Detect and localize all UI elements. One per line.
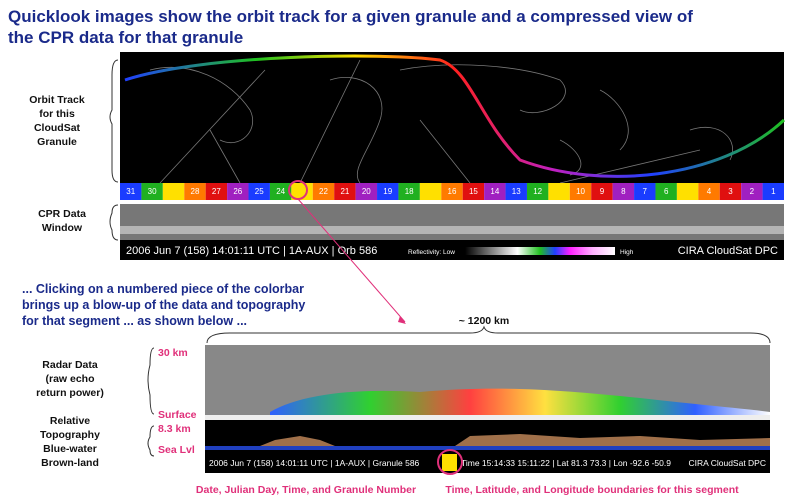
colorbar-label: 31: [126, 187, 135, 196]
instruction-line: brings up a blow-up of the data and topo…: [22, 298, 305, 312]
colorbar-cell[interactable]: [420, 183, 441, 200]
reflectivity-scale: [465, 247, 615, 255]
label-line: Brown-land: [41, 457, 99, 469]
colorbar-label: 27: [212, 187, 221, 196]
label-line: CloudSat: [34, 122, 81, 134]
brace: [148, 348, 154, 414]
radar-label: Radar Data (raw echo return power): [36, 359, 104, 399]
colorbar-label: 21: [340, 187, 349, 196]
page: {"header":{"title_lines":["Quicklook ima…: [0, 0, 785, 501]
colorbar-label: 22: [319, 187, 328, 196]
colorbar-label: 3: [728, 187, 733, 196]
colorbar-label: 4: [707, 187, 712, 196]
label-line: Window: [42, 222, 83, 234]
cpr-surface: [120, 226, 784, 234]
label-line: Relative: [50, 415, 90, 427]
label-line: Granule: [37, 136, 77, 148]
colorbar-label: 2: [750, 187, 755, 196]
orbit-label: Orbit Track for this CloudSat Granule: [29, 94, 85, 148]
orbit-map: [120, 52, 784, 183]
colorbar-label: 15: [469, 187, 478, 196]
label-line: return power): [36, 387, 104, 399]
label-line: (raw echo: [45, 373, 94, 385]
title-line: Quicklook images show the orbit track fo…: [8, 7, 693, 26]
colorbar-label: 13: [512, 187, 521, 196]
segment-info: 2006 Jun 7 (158) 14:01:11 UTC | 1A-AUX |…: [209, 458, 420, 468]
colorbar-label: 30: [148, 187, 157, 196]
caption: Date, Julian Day, Time, and Granule Numb…: [196, 484, 416, 496]
brace: [110, 60, 118, 182]
caption: Time, Latitude, and Longitude boundaries…: [445, 484, 739, 496]
colorbar-label: 10: [576, 187, 585, 196]
colorbar-label: 26: [233, 187, 242, 196]
colorbar-label: 18: [405, 187, 414, 196]
colorbar-label: 9: [600, 187, 605, 196]
topo-label: Relative Topography Blue-water Brown-lan…: [40, 415, 100, 469]
axis-label: 8.3 km: [158, 423, 191, 435]
axis-label: Surface: [158, 409, 197, 421]
colorbar-label: 8: [621, 187, 626, 196]
colorbar-label: 14: [490, 187, 499, 196]
instruction: ... Clicking on a numbered piece of the …: [22, 282, 305, 328]
colorbar-label: 25: [255, 187, 264, 196]
label-line: Orbit Track: [29, 94, 85, 106]
sea-line: [205, 446, 770, 450]
colorbar-label: 16: [448, 187, 457, 196]
label-line: Blue-water: [43, 443, 97, 455]
instruction-line: for that segment ... as shown below ...: [22, 314, 247, 328]
colorbar-cell[interactable]: [677, 183, 698, 200]
colorbar-cell[interactable]: [548, 183, 569, 200]
colorbar-label: 28: [191, 187, 200, 196]
colorbar-label: 7: [643, 187, 648, 196]
segment-bounds: Time 15:14:33 15:11:22 | Lat 81.3 73.3 |…: [461, 458, 671, 468]
axis-label: 30 km: [158, 347, 188, 359]
colorbar-label: 24: [276, 187, 285, 196]
label-line: CPR Data: [38, 208, 86, 220]
cpr-window: [120, 204, 784, 240]
title-line: the CPR data for that granule: [8, 28, 243, 47]
slide: Quicklook images show the orbit track fo…: [0, 0, 785, 501]
colorbar-label: 12: [533, 187, 542, 196]
instruction-line: ... Clicking on a numbered piece of the …: [22, 282, 304, 296]
distance-label: ~ 1200 km: [459, 315, 510, 327]
reflectivity-high: High: [620, 249, 634, 256]
colorbar-cell[interactable]: [163, 183, 184, 200]
colorbar-label: 20: [362, 187, 371, 196]
title: Quicklook images show the orbit track fo…: [8, 7, 693, 47]
label-line: Topography: [40, 429, 100, 441]
reflectivity-label: Reflectivity: Low: [408, 249, 455, 256]
brace: [110, 205, 118, 240]
colorbar-label: 19: [383, 187, 392, 196]
segment-swatch: [442, 454, 457, 471]
surface-line: [205, 415, 770, 420]
segment-credit: CIRA CloudSat DPC: [689, 458, 766, 468]
label-line: Radar Data: [42, 359, 98, 371]
brace: [207, 327, 770, 343]
brace: [148, 426, 154, 456]
status-credit: CIRA CloudSat DPC: [678, 245, 778, 257]
colorbar-label: 6: [664, 187, 669, 196]
colorbar-label: 1: [771, 187, 776, 196]
axis-label: Sea Lvl: [158, 444, 195, 456]
label-line: for this: [39, 108, 75, 120]
pointer-arrow: [398, 316, 406, 324]
